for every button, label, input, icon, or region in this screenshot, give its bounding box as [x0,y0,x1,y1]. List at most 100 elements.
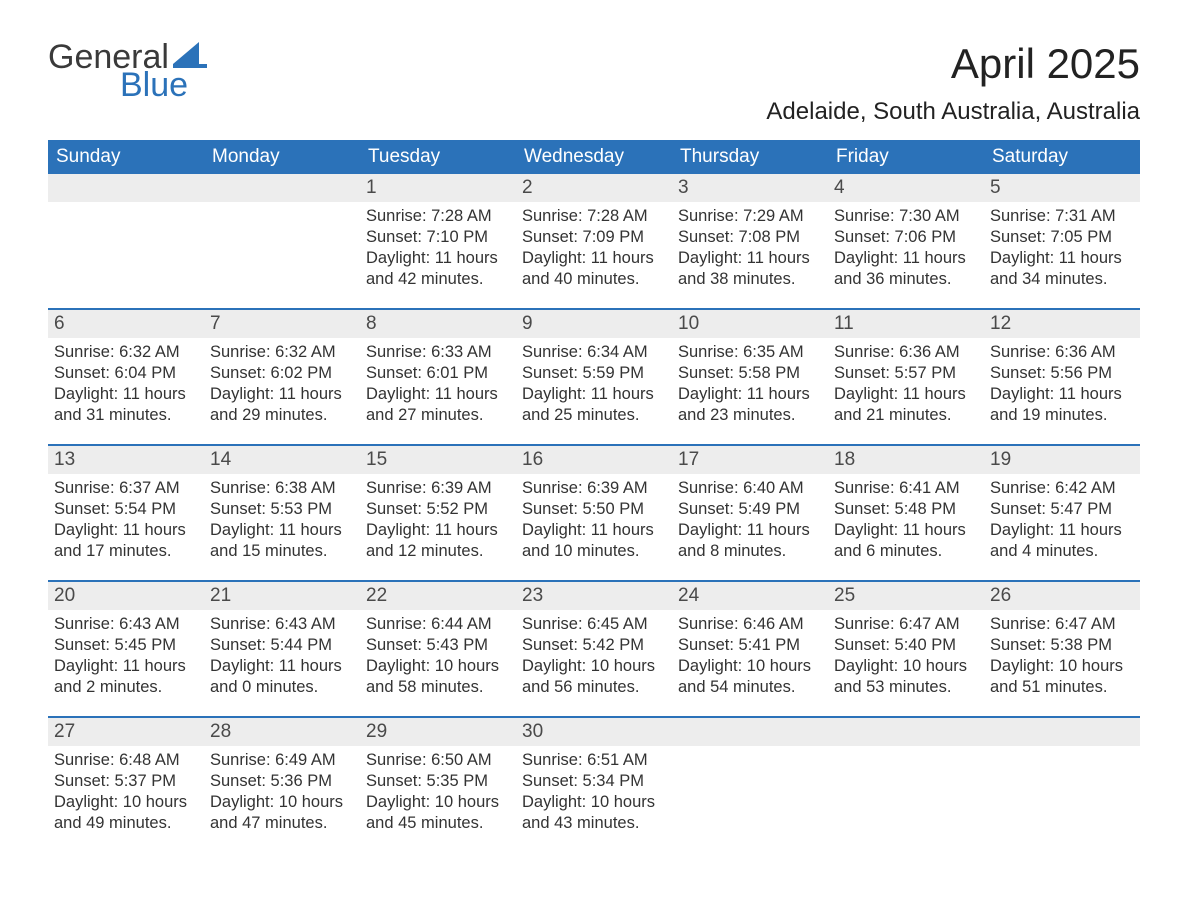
day-number-band: 24 [672,582,828,610]
sunset-text: Sunset: 5:36 PM [210,771,354,792]
week-row: 13Sunrise: 6:37 AMSunset: 5:54 PMDayligh… [48,444,1140,568]
weekday-header-row: SundayMondayTuesdayWednesdayThursdayFrid… [48,140,1140,174]
sunrise-text: Sunrise: 7:28 AM [366,206,510,227]
weekday-header: Thursday [672,140,828,174]
day-number-band: 26 [984,582,1140,610]
daylight-text: Daylight: 11 hours and 4 minutes. [990,520,1134,562]
day-cell: 28Sunrise: 6:49 AMSunset: 5:36 PMDayligh… [204,718,360,840]
day-cell: 9Sunrise: 6:34 AMSunset: 5:59 PMDaylight… [516,310,672,432]
empty-day-cell [828,718,984,840]
day-number-band [48,174,204,202]
day-details: Sunrise: 7:28 AMSunset: 7:10 PMDaylight:… [360,202,516,294]
day-cell: 22Sunrise: 6:44 AMSunset: 5:43 PMDayligh… [360,582,516,704]
day-details: Sunrise: 7:28 AMSunset: 7:09 PMDaylight:… [516,202,672,294]
calendar-grid: SundayMondayTuesdayWednesdayThursdayFrid… [48,140,1140,840]
day-number-band [984,718,1140,746]
day-number-band: 16 [516,446,672,474]
daylight-text: Daylight: 11 hours and 15 minutes. [210,520,354,562]
day-cell: 18Sunrise: 6:41 AMSunset: 5:48 PMDayligh… [828,446,984,568]
daylight-text: Daylight: 11 hours and 31 minutes. [54,384,198,426]
day-details: Sunrise: 6:49 AMSunset: 5:36 PMDaylight:… [204,746,360,838]
day-details: Sunrise: 6:46 AMSunset: 5:41 PMDaylight:… [672,610,828,702]
day-cell: 29Sunrise: 6:50 AMSunset: 5:35 PMDayligh… [360,718,516,840]
day-number-band: 19 [984,446,1140,474]
day-cell: 15Sunrise: 6:39 AMSunset: 5:52 PMDayligh… [360,446,516,568]
day-cell: 10Sunrise: 6:35 AMSunset: 5:58 PMDayligh… [672,310,828,432]
sunrise-text: Sunrise: 6:36 AM [990,342,1134,363]
sunset-text: Sunset: 5:42 PM [522,635,666,656]
sunrise-text: Sunrise: 7:31 AM [990,206,1134,227]
daylight-text: Daylight: 11 hours and 38 minutes. [678,248,822,290]
day-details: Sunrise: 6:35 AMSunset: 5:58 PMDaylight:… [672,338,828,430]
day-details: Sunrise: 6:40 AMSunset: 5:49 PMDaylight:… [672,474,828,566]
sunset-text: Sunset: 6:01 PM [366,363,510,384]
day-number-band: 8 [360,310,516,338]
day-details: Sunrise: 6:34 AMSunset: 5:59 PMDaylight:… [516,338,672,430]
sunset-text: Sunset: 5:43 PM [366,635,510,656]
day-number: 1 [360,174,516,202]
sunrise-text: Sunrise: 6:39 AM [522,478,666,499]
daylight-text: Daylight: 11 hours and 21 minutes. [834,384,978,426]
weekday-header: Saturday [984,140,1140,174]
empty-day-cell [204,174,360,296]
sunrise-text: Sunrise: 6:48 AM [54,750,198,771]
day-number: 18 [828,446,984,474]
sunrise-text: Sunrise: 6:46 AM [678,614,822,635]
day-cell: 14Sunrise: 6:38 AMSunset: 5:53 PMDayligh… [204,446,360,568]
sunset-text: Sunset: 5:47 PM [990,499,1134,520]
sunset-text: Sunset: 5:48 PM [834,499,978,520]
day-details: Sunrise: 6:36 AMSunset: 5:56 PMDaylight:… [984,338,1140,430]
daylight-text: Daylight: 10 hours and 53 minutes. [834,656,978,698]
sunset-text: Sunset: 5:38 PM [990,635,1134,656]
sunrise-text: Sunrise: 6:32 AM [210,342,354,363]
day-cell: 20Sunrise: 6:43 AMSunset: 5:45 PMDayligh… [48,582,204,704]
day-number: 11 [828,310,984,338]
daylight-text: Daylight: 11 hours and 23 minutes. [678,384,822,426]
weekday-header: Monday [204,140,360,174]
sunset-text: Sunset: 5:34 PM [522,771,666,792]
sunrise-text: Sunrise: 6:49 AM [210,750,354,771]
day-number-band: 5 [984,174,1140,202]
day-details: Sunrise: 6:32 AMSunset: 6:02 PMDaylight:… [204,338,360,430]
daylight-text: Daylight: 11 hours and 42 minutes. [366,248,510,290]
day-cell: 8Sunrise: 6:33 AMSunset: 6:01 PMDaylight… [360,310,516,432]
day-cell: 7Sunrise: 6:32 AMSunset: 6:02 PMDaylight… [204,310,360,432]
day-details: Sunrise: 7:31 AMSunset: 7:05 PMDaylight:… [984,202,1140,294]
day-number: 4 [828,174,984,202]
sunset-text: Sunset: 5:52 PM [366,499,510,520]
day-cell: 19Sunrise: 6:42 AMSunset: 5:47 PMDayligh… [984,446,1140,568]
day-number-band: 1 [360,174,516,202]
sunrise-text: Sunrise: 7:28 AM [522,206,666,227]
day-number: 21 [204,582,360,610]
sunset-text: Sunset: 7:08 PM [678,227,822,248]
day-details: Sunrise: 6:42 AMSunset: 5:47 PMDaylight:… [984,474,1140,566]
day-number: 6 [48,310,204,338]
daylight-text: Daylight: 11 hours and 34 minutes. [990,248,1134,290]
day-number-band: 17 [672,446,828,474]
day-number-band: 23 [516,582,672,610]
day-number-band: 22 [360,582,516,610]
daylight-text: Daylight: 11 hours and 36 minutes. [834,248,978,290]
day-number: 28 [204,718,360,746]
day-number-band: 10 [672,310,828,338]
day-number: 30 [516,718,672,746]
day-number: 15 [360,446,516,474]
day-cell: 21Sunrise: 6:43 AMSunset: 5:44 PMDayligh… [204,582,360,704]
day-number: 27 [48,718,204,746]
day-number-band: 18 [828,446,984,474]
day-number-band: 13 [48,446,204,474]
daylight-text: Daylight: 11 hours and 6 minutes. [834,520,978,562]
header-row: General Blue April 2025 Adelaide, South … [48,40,1140,140]
daylight-text: Daylight: 10 hours and 54 minutes. [678,656,822,698]
sunrise-text: Sunrise: 6:42 AM [990,478,1134,499]
daylight-text: Daylight: 10 hours and 56 minutes. [522,656,666,698]
day-cell: 3Sunrise: 7:29 AMSunset: 7:08 PMDaylight… [672,174,828,296]
day-number-band: 30 [516,718,672,746]
sunrise-text: Sunrise: 6:51 AM [522,750,666,771]
sunrise-text: Sunrise: 6:37 AM [54,478,198,499]
daylight-text: Daylight: 10 hours and 49 minutes. [54,792,198,834]
weekday-header: Tuesday [360,140,516,174]
day-number: 12 [984,310,1140,338]
daylight-text: Daylight: 11 hours and 29 minutes. [210,384,354,426]
day-details: Sunrise: 6:47 AMSunset: 5:40 PMDaylight:… [828,610,984,702]
